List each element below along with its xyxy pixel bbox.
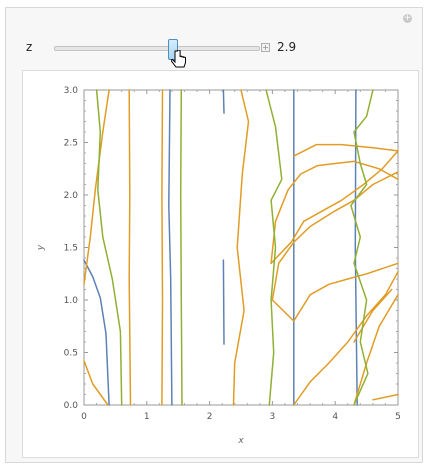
x-axis-label: x [237, 436, 244, 446]
x-tick-label: 2 [207, 412, 213, 422]
parameter-slider[interactable] [54, 39, 260, 60]
contour-line-22 [179, 89, 183, 406]
plot-frame: 0 1 2 3 4 5 0.0 0.5 1.0 1.5 2.0 2.5 3.0 x y [22, 70, 419, 458]
contour-plot: 0 1 2 3 4 5 0.0 0.5 1.0 1.5 2.0 2.5 3.0 x y [36, 86, 401, 446]
contour-line-9 [128, 89, 132, 406]
contour-line-21 [95, 89, 123, 406]
y-tick-label: 1.0 [64, 296, 79, 306]
x-tick-label: 5 [395, 412, 401, 422]
y-tick-label: 0.0 [64, 401, 79, 411]
contour-line-3 [222, 89, 225, 114]
contour-line-23 [265, 89, 283, 406]
contour-line-14 [270, 150, 399, 265]
contour-line-17 [293, 270, 399, 406]
hand-pointer-icon [171, 50, 187, 68]
parameter-controls: z + 2.9 [22, 38, 402, 68]
contour-line-11 [232, 89, 250, 406]
contour-line-2 [168, 89, 173, 406]
contour-line-10 [161, 89, 164, 406]
contour-line-8 [83, 360, 109, 406]
contour-line-20 [353, 288, 393, 343]
plot-frame-box [83, 89, 399, 406]
contour-line-13 [270, 160, 399, 265]
x-tick-label: 3 [270, 412, 276, 422]
x-tick-label: 0 [81, 412, 87, 422]
contour-line-4 [222, 259, 225, 345]
plus-circle-icon[interactable]: + [403, 13, 412, 23]
parameter-value: 2.9 [277, 40, 297, 54]
x-tick-label: 1 [144, 412, 150, 422]
y-tick-label: 1.5 [64, 244, 78, 254]
contour-line-1 [83, 259, 110, 406]
y-tick-label: 0.5 [64, 349, 78, 359]
contour-line-24 [350, 89, 374, 406]
y-tick-label: 3.0 [64, 86, 79, 96]
x-tick-label: 4 [332, 412, 338, 422]
contour-line-16 [293, 262, 399, 322]
y-tick-label: 2.5 [64, 139, 78, 149]
manipulate-panel: + z + 2.9 0 1 2 3 4 5 0.0 0.5 1.0 1.5 2.0 2.5 3.0 x y [5, 7, 423, 463]
contour-line-18 [353, 294, 399, 406]
contour-line-12 [293, 143, 399, 157]
contour-line-7 [83, 89, 110, 286]
contour-line-15 [271, 171, 399, 322]
parameter-label: z [26, 40, 33, 54]
y-axis-label: y [36, 244, 46, 251]
plus-square-icon[interactable]: + [261, 43, 270, 52]
y-tick-label: 2.0 [64, 191, 79, 201]
contour-line-19 [372, 393, 399, 401]
